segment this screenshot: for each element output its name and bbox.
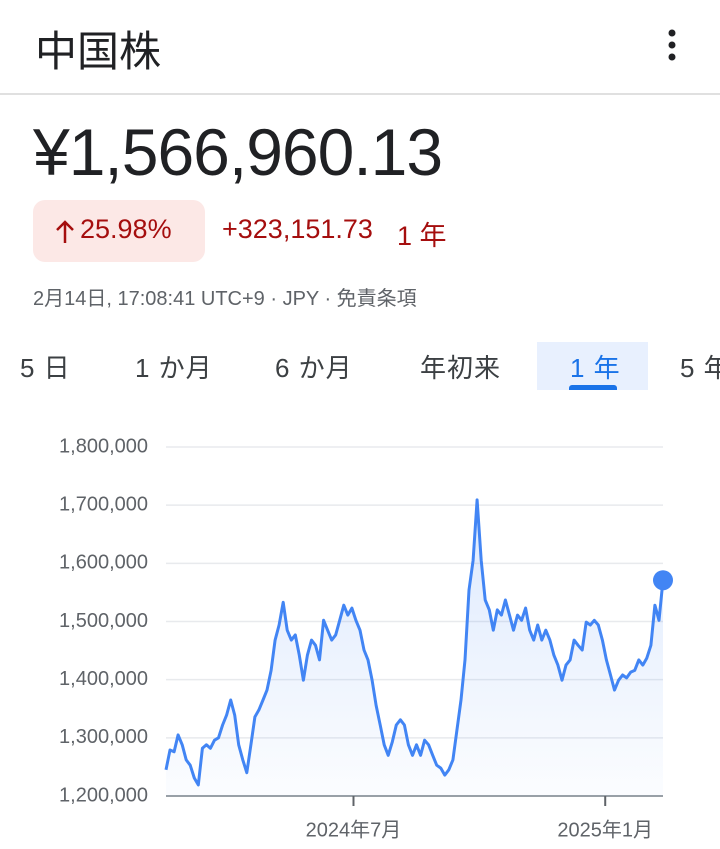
y-tick-label: 1,800,000 [59,435,148,457]
page-title: 中国株 [35,28,162,75]
area [166,499,663,796]
y-tick-label: 1,200,000 [59,784,148,806]
range-tab[interactable]: 6 か月 [275,353,353,383]
tab-underline [569,385,617,390]
up-arrow [56,220,74,243]
chart: 1,200,000 1,300,000 1,400,000 1,500,000 1,60… [59,435,673,841]
range-tab[interactable]: 年初来 [420,353,502,383]
tab-selected-bg [537,342,648,390]
range-tab[interactable]: 1 か月 [135,353,213,383]
y-tick-label: 1,700,000 [59,493,148,515]
range-tab[interactable]: 5 年 [680,353,720,383]
y-tick-label: 1,600,000 [59,552,148,574]
price: ¥1,566,960.13 [33,115,443,189]
y-tick-label: 1,500,000 [59,610,148,632]
x-tick-label: 2024年7月 [306,818,402,841]
divider [0,93,720,95]
last-point [653,570,673,591]
range-tab[interactable]: 1 年 [570,353,621,383]
x-tick-label: 2025年1月 [557,818,653,841]
range-tab[interactable]: 5 日 [20,353,71,383]
change-percent: 25.98% [80,214,172,244]
price-line [164,498,665,787]
change-badge [33,200,205,262]
y-tick-label: 1,400,000 [59,668,148,690]
quote-meta: 2月14日, 17:08:41 UTC+9 · JPY · 免責条項 [33,288,417,310]
more-menu[interactable] [660,28,684,64]
y-tick-label: 1,300,000 [59,726,148,748]
change-amount: +323,151.73 [222,214,373,244]
change-period: 1 年 [397,221,447,251]
